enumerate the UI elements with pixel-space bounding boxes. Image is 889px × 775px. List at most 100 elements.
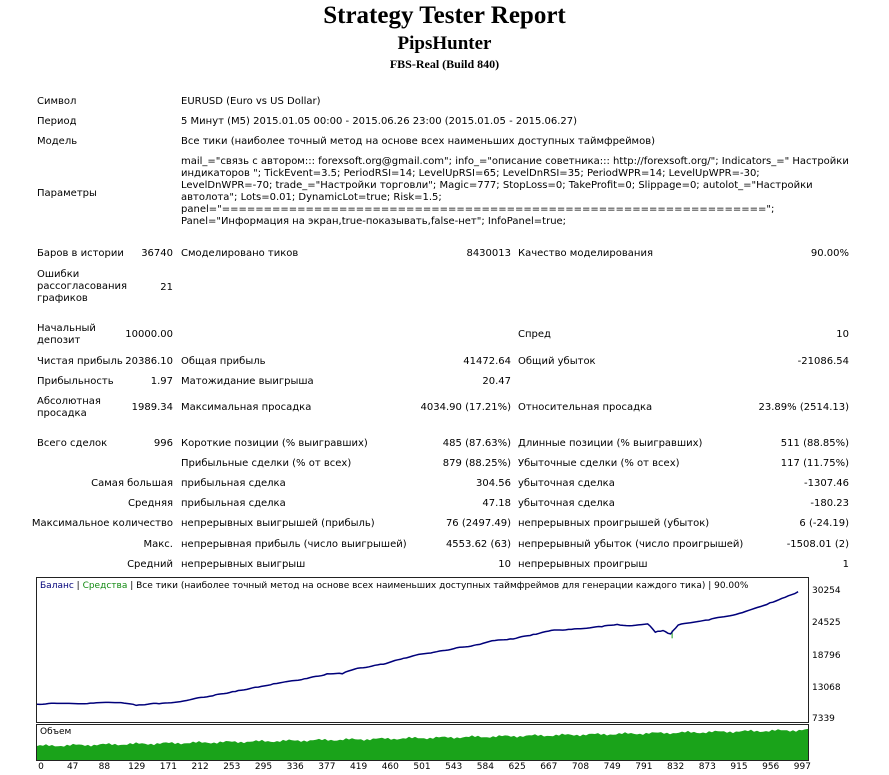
loss-trades-value: 117 (11.75%) xyxy=(780,458,849,469)
legend-separator: | xyxy=(73,581,83,591)
symbol-label: Символ xyxy=(37,96,77,107)
bars-value: 36740 xyxy=(141,248,173,259)
max-cons-losses-label: непрерывных проигрышей (убыток) xyxy=(518,518,710,529)
max-label: Макс. xyxy=(143,539,173,550)
params-label: Параметры xyxy=(37,188,97,199)
volume-area xyxy=(37,728,808,760)
x-tick-label: 832 xyxy=(667,762,685,772)
net-profit-label: Чистая прибыль xyxy=(37,356,123,367)
x-tick-label: 460 xyxy=(381,762,399,772)
ticks-label: Смоделировано тиков xyxy=(181,248,299,259)
quality-value: 90.00% xyxy=(810,248,849,259)
expected-payoff-value: 20.47 xyxy=(482,376,511,387)
x-tick-label: 667 xyxy=(540,762,558,772)
deposit-label: Начальный депозит xyxy=(37,323,96,346)
gross-profit-value: 41472.64 xyxy=(463,356,511,367)
ticks-value: 8430013 xyxy=(466,248,511,259)
short-value: 485 (87.63%) xyxy=(442,438,511,449)
avg-profit-value: 47.18 xyxy=(482,498,511,509)
max-cons-loss-label: непрерывный убыток (число проигрышей) xyxy=(518,539,744,550)
largest-loss-value: -1307.46 xyxy=(804,478,849,489)
x-tick-label: 543 xyxy=(445,762,463,772)
profit-trades-value: 879 (88.25%) xyxy=(442,458,511,469)
average-label: Средняя xyxy=(128,498,173,509)
avg-cons-losses-label: непрерывных проигрыш xyxy=(518,559,648,570)
server-name: FBS-Real (Build 840) xyxy=(389,57,500,71)
y-tick-label: 18796 xyxy=(812,651,841,661)
x-tick-label: 873 xyxy=(698,762,716,772)
max-cons-losses-value: 6 (-24.19) xyxy=(799,518,849,529)
long-value: 511 (88.85%) xyxy=(780,438,849,449)
avg-profit-label: прибыльная сделка xyxy=(181,498,286,509)
volume-chart: Объем xyxy=(36,724,809,761)
x-tick-label: 212 xyxy=(191,762,209,772)
legend-description: | Все тики (наиболее точный метод на осн… xyxy=(127,581,749,591)
gross-profit-label: Общая прибыль xyxy=(181,356,266,367)
x-tick-label: 997 xyxy=(793,762,811,772)
largest-profit-label: прибыльная сделка xyxy=(181,478,286,489)
rel-dd-label: Относительная просадка xyxy=(518,402,653,413)
max-dd-value: 4034.90 (17.21%) xyxy=(420,402,511,413)
max-cons-profit-label: непрерывная прибыль (число выигрышей) xyxy=(181,539,407,550)
symbol-value: EURUSD (Euro vs US Dollar) xyxy=(181,96,321,107)
y-tick-label: 30254 xyxy=(812,586,841,596)
mismatch-value: 21 xyxy=(160,282,173,293)
avg-cons-wins-label: непрерывных выигрыш xyxy=(181,559,306,570)
quality-label: Качество моделирования xyxy=(518,248,653,259)
x-tick-label: 625 xyxy=(508,762,526,772)
max-cons-profit-value: 4553.62 (63) xyxy=(445,539,511,550)
short-label: Короткие позиции (% выигравших) xyxy=(181,438,368,449)
spread-value: 10 xyxy=(836,329,849,340)
abs-dd-label: Абсолютная просадка xyxy=(37,396,101,419)
long-label: Длинные позиции (% выигравших) xyxy=(518,438,703,449)
total-trades-label: Всего сделок xyxy=(37,438,108,449)
avg2-label: Средний xyxy=(127,559,173,570)
total-trades-value: 996 xyxy=(153,438,173,449)
x-tick-label: 956 xyxy=(762,762,780,772)
volume-plot xyxy=(37,728,808,760)
max-count-label: Максимальное количество xyxy=(31,518,173,529)
x-tick-label: 749 xyxy=(603,762,621,772)
balance-chart-plot xyxy=(37,591,799,707)
mismatch-label: Ошибки рассогласования графиков xyxy=(37,269,128,304)
x-tick-label: 791 xyxy=(635,762,653,772)
max-cons-loss-value: -1508.01 (2) xyxy=(786,539,849,550)
period-value: 5 Минут (M5) 2015.01.05 00:00 - 2015.06.… xyxy=(181,116,578,127)
x-tick-label: 584 xyxy=(476,762,494,772)
volume-label: Объем xyxy=(40,727,72,737)
y-tick-label: 7339 xyxy=(812,714,835,724)
avg-cons-wins-value: 10 xyxy=(498,559,511,570)
y-tick-label: 24525 xyxy=(812,618,841,628)
x-tick-label: 377 xyxy=(318,762,336,772)
spread-label: Спред xyxy=(518,329,551,340)
x-tick-label: 0 xyxy=(38,762,44,772)
expected-payoff-label: Матожидание выигрыша xyxy=(181,376,314,387)
chart-legend: Баланс | Средства | Все тики (наиболее т… xyxy=(40,581,748,592)
avg-cons-losses-value: 1 xyxy=(842,559,849,570)
x-tick-label: 336 xyxy=(286,762,304,772)
x-tick-label: 419 xyxy=(350,762,368,772)
profit-trades-label: Прибыльные сделки (% от всех) xyxy=(181,458,352,469)
model-value: Все тики (наиболее точный метод на основ… xyxy=(181,136,656,147)
legend-balance: Баланс xyxy=(40,581,74,591)
period-label: Период xyxy=(37,116,77,127)
largest-profit-value: 304.56 xyxy=(476,478,511,489)
profit-factor-label: Прибыльность xyxy=(37,376,114,387)
balance-line xyxy=(37,591,799,707)
x-tick-label: 708 xyxy=(571,762,590,772)
x-tick-label: 88 xyxy=(98,762,111,772)
loss-trades-label: Убыточные сделки (% от всех) xyxy=(518,458,680,469)
legend-equity: Средства xyxy=(82,581,128,591)
deposit-value: 10000.00 xyxy=(125,329,173,340)
report-title: Strategy Tester Report xyxy=(323,2,566,29)
x-tick-label: 129 xyxy=(128,762,146,772)
rel-dd-value: 23.89% (2514.13) xyxy=(758,402,849,413)
x-tick-label: 501 xyxy=(413,762,431,772)
x-tick-label: 253 xyxy=(223,762,241,772)
gross-loss-label: Общий убыток xyxy=(518,356,596,367)
params-value: mail_="связь с автором::: forexsoft.org@… xyxy=(181,156,849,227)
avg-loss-value: -180.23 xyxy=(810,498,849,509)
max-cons-wins-label: непрерывных выигрышей (прибыль) xyxy=(181,518,375,529)
balance-chart: Баланс | Средства | Все тики (наиболее т… xyxy=(36,577,809,723)
max-dd-label: Максимальная просадка xyxy=(181,402,312,413)
